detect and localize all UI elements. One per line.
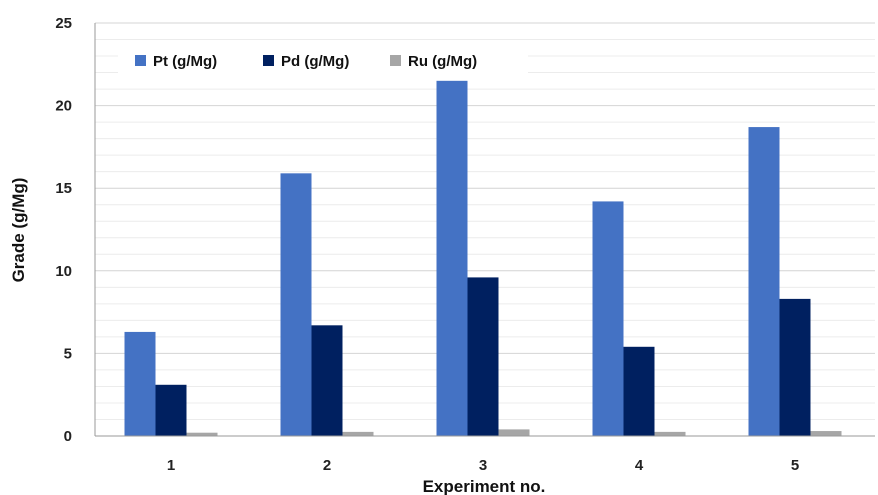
y-tick-label: 10 <box>55 263 72 280</box>
y-tick-label: 20 <box>55 98 72 115</box>
y-tick-label: 25 <box>55 15 72 32</box>
y-tick-label: 0 <box>64 428 72 445</box>
bars <box>124 80 842 437</box>
x-tick-label: 3 <box>479 457 487 474</box>
bar-pd-exp-4 <box>623 346 655 436</box>
bar-ru-exp-2 <box>342 431 374 436</box>
bar-ru-exp-5 <box>810 431 842 436</box>
x-tick-label: 5 <box>791 457 799 474</box>
y-axis-title: Grade (g/Mg) <box>9 178 28 283</box>
bar-pt-exp-2 <box>280 173 312 436</box>
bar-ru-exp-3 <box>498 429 530 436</box>
legend-label: Pt (g/Mg) <box>153 53 217 70</box>
x-tick-label: 2 <box>323 457 331 474</box>
x-axis-title: Experiment no. <box>423 477 546 495</box>
legend-background <box>118 44 528 74</box>
bar-ru-exp-4 <box>654 431 686 436</box>
legend-label: Pd (g/Mg) <box>281 53 349 70</box>
axes: 0 5 10 15 20 25 1 2 3 4 5 <box>55 15 875 474</box>
y-tick-label: 5 <box>64 345 72 362</box>
bar-pt-exp-4 <box>592 201 624 436</box>
y-tick-label: 15 <box>55 180 72 197</box>
legend-label: Ru (g/Mg) <box>408 53 477 70</box>
bar-pt-exp-1 <box>124 331 156 436</box>
legend: Pt (g/Mg) Pd (g/Mg) Ru (g/Mg) <box>118 44 528 74</box>
bar-pt-exp-3 <box>436 80 468 436</box>
legend-swatch <box>390 55 401 66</box>
bar-pd-exp-3 <box>467 277 499 436</box>
legend-swatch <box>135 55 146 66</box>
bar-pt-exp-5 <box>748 127 780 437</box>
bar-pd-exp-1 <box>155 384 187 436</box>
x-tick-label: 1 <box>167 457 175 474</box>
x-tick-label: 4 <box>635 457 644 474</box>
legend-swatch <box>263 55 274 66</box>
bar-pd-exp-2 <box>311 325 343 436</box>
bar-ru-exp-1 <box>186 432 218 436</box>
bar-pd-exp-5 <box>779 298 811 436</box>
